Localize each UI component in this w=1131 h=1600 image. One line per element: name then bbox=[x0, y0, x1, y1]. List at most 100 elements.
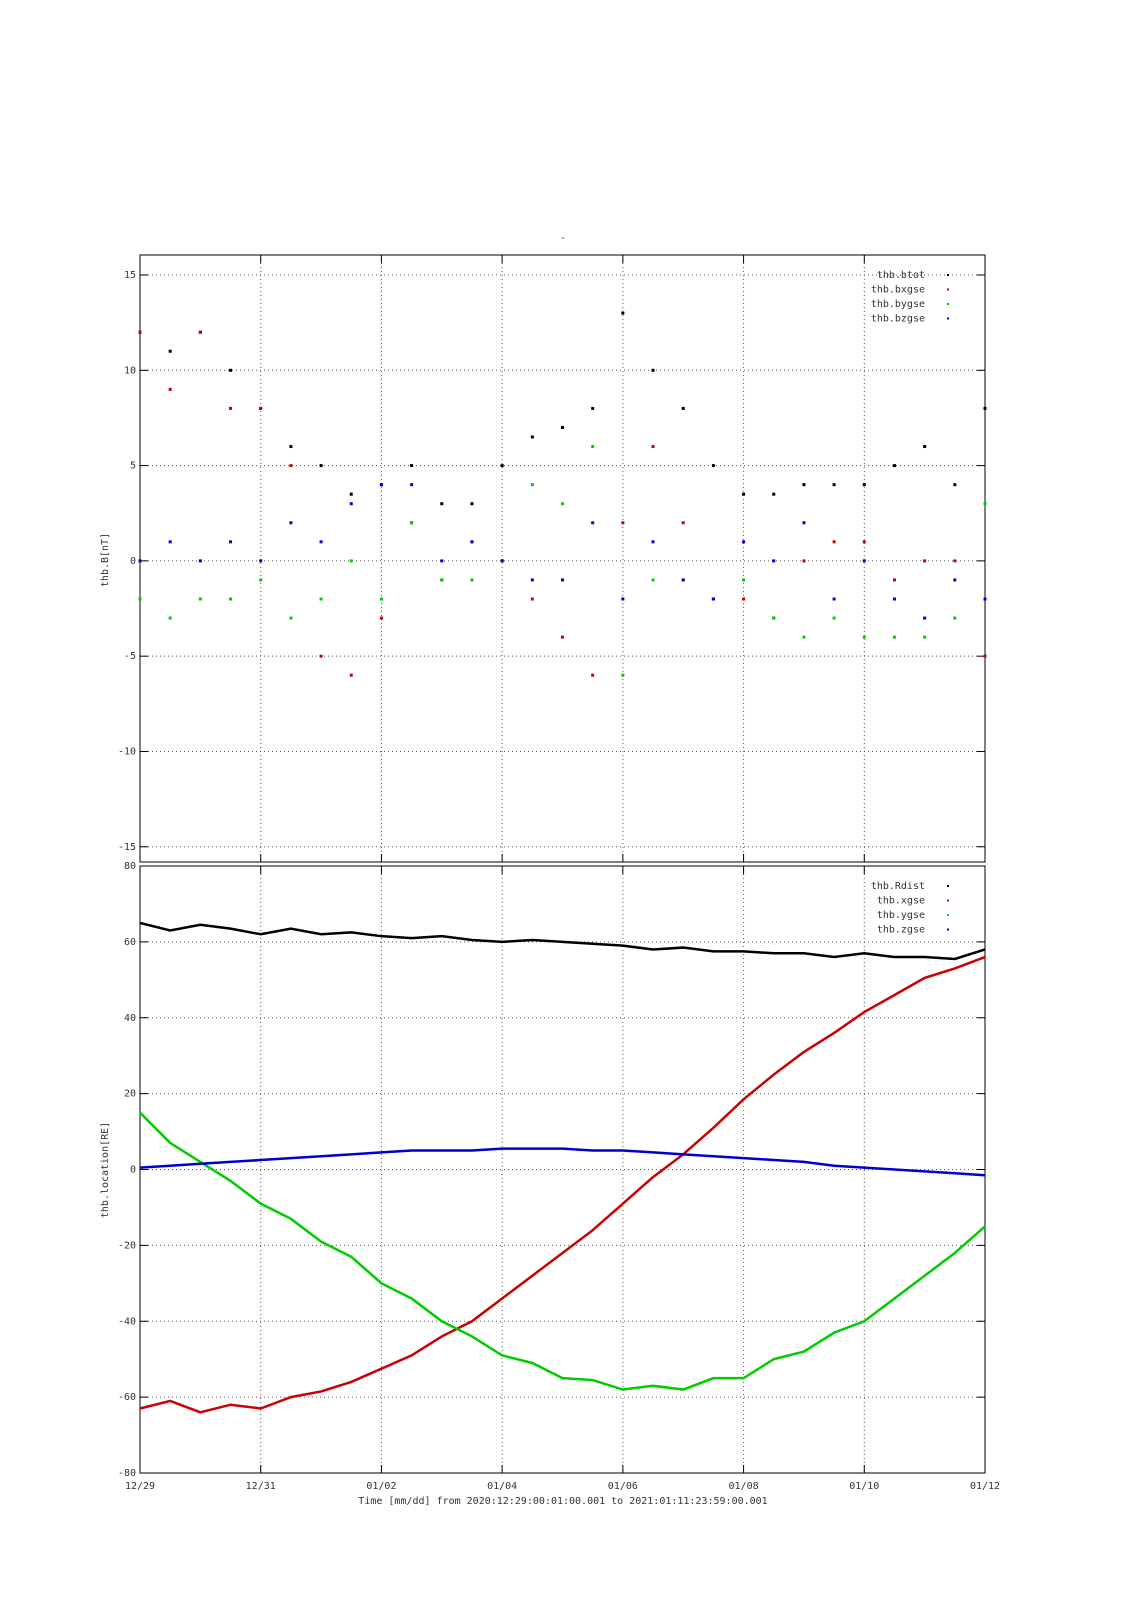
x-tick-label: 01/08 bbox=[729, 1481, 759, 1492]
point bbox=[772, 492, 776, 496]
point bbox=[591, 673, 595, 677]
point bbox=[379, 616, 383, 620]
point bbox=[681, 521, 685, 525]
point bbox=[983, 597, 987, 601]
y-tick-label: 40 bbox=[124, 1013, 136, 1024]
point bbox=[742, 492, 746, 496]
legend-label: thb.ygse bbox=[877, 910, 925, 921]
point bbox=[711, 464, 715, 468]
point bbox=[530, 578, 534, 582]
point bbox=[289, 616, 293, 620]
line bbox=[139, 1111, 986, 1391]
point bbox=[138, 559, 142, 563]
y-tick-label: 20 bbox=[124, 1089, 136, 1100]
point bbox=[530, 435, 534, 439]
legend-swatch bbox=[947, 303, 949, 305]
point bbox=[802, 483, 806, 487]
y-tick-label: 5 bbox=[130, 461, 136, 472]
legend-label: thb.btot bbox=[877, 270, 925, 281]
legend-swatch bbox=[947, 317, 949, 320]
y-tick-label: -5 bbox=[124, 651, 136, 662]
point bbox=[832, 540, 836, 544]
point bbox=[379, 597, 383, 601]
point bbox=[862, 559, 866, 563]
point bbox=[229, 406, 233, 410]
point bbox=[349, 502, 353, 506]
y-tick-label: 15 bbox=[124, 270, 136, 281]
y-tick-label: 0 bbox=[130, 1165, 136, 1176]
legend-swatch bbox=[947, 274, 949, 276]
point bbox=[892, 635, 896, 639]
legend-label: thb.Rdist bbox=[871, 881, 925, 892]
y-tick-label: -15 bbox=[118, 842, 136, 853]
point bbox=[319, 597, 323, 601]
x-tick-label: 12/29 bbox=[125, 1481, 155, 1492]
legend-swatch bbox=[947, 885, 949, 887]
x-tick-label: 01/06 bbox=[608, 1481, 638, 1492]
point bbox=[832, 483, 836, 487]
point bbox=[530, 483, 534, 487]
point bbox=[742, 578, 746, 582]
point bbox=[923, 635, 927, 639]
point bbox=[983, 502, 987, 506]
point bbox=[591, 406, 595, 410]
point bbox=[862, 540, 866, 544]
point bbox=[440, 578, 444, 582]
x-tick-label: 01/02 bbox=[366, 1481, 396, 1492]
point bbox=[651, 368, 655, 372]
legend-swatch bbox=[947, 928, 949, 931]
point bbox=[319, 654, 323, 658]
point bbox=[229, 368, 233, 372]
point bbox=[742, 597, 746, 601]
y-axis-label: thb.B[nT] bbox=[100, 533, 111, 587]
point bbox=[832, 616, 836, 620]
y-tick-label: 60 bbox=[124, 937, 136, 948]
point bbox=[138, 597, 142, 601]
point bbox=[561, 578, 564, 582]
line bbox=[139, 921, 986, 961]
point bbox=[410, 483, 414, 487]
point bbox=[621, 597, 625, 601]
point bbox=[832, 597, 836, 601]
point bbox=[892, 597, 896, 601]
chart-title: - bbox=[560, 233, 566, 244]
point bbox=[530, 597, 534, 601]
point bbox=[259, 578, 263, 582]
y-tick-label: -60 bbox=[118, 1392, 136, 1403]
point bbox=[681, 406, 685, 410]
point bbox=[953, 559, 957, 563]
point bbox=[892, 464, 896, 468]
point bbox=[651, 445, 655, 449]
point bbox=[953, 578, 957, 582]
point bbox=[772, 559, 776, 563]
point bbox=[289, 445, 293, 449]
point bbox=[561, 635, 564, 639]
x-tick-label: 01/04 bbox=[487, 1481, 517, 1492]
y-tick-label: -10 bbox=[118, 746, 136, 757]
point bbox=[198, 597, 202, 601]
point bbox=[440, 559, 444, 563]
point bbox=[198, 330, 202, 334]
point bbox=[259, 406, 263, 410]
point bbox=[862, 635, 866, 639]
point bbox=[802, 559, 806, 563]
point bbox=[802, 521, 806, 525]
point bbox=[168, 540, 172, 544]
point bbox=[289, 464, 293, 468]
plot-frame bbox=[139, 254, 986, 863]
point bbox=[983, 654, 987, 658]
point bbox=[168, 616, 172, 620]
point bbox=[470, 578, 474, 582]
point bbox=[561, 502, 564, 506]
y-tick-label: 0 bbox=[130, 556, 136, 567]
plot-frame bbox=[139, 865, 986, 1474]
point bbox=[953, 483, 957, 487]
point bbox=[319, 464, 323, 468]
x-tick-label: 01/10 bbox=[849, 1481, 879, 1492]
point bbox=[470, 502, 474, 506]
point bbox=[892, 578, 896, 582]
point bbox=[500, 559, 504, 563]
point bbox=[742, 540, 746, 544]
y-tick-label: -40 bbox=[118, 1316, 136, 1327]
line bbox=[139, 955, 986, 1414]
